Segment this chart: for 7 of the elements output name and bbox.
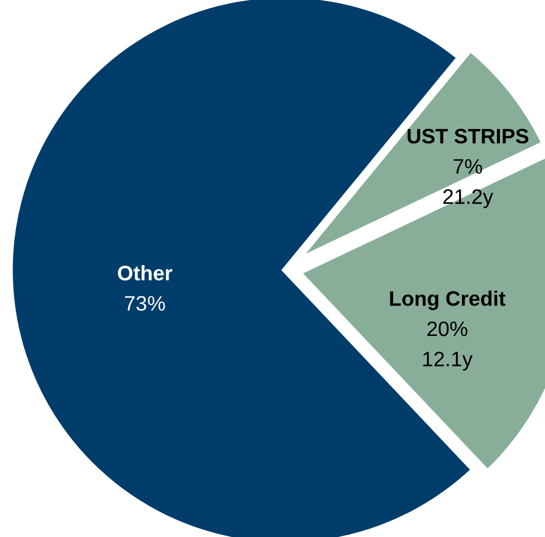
data-label: 20%: [427, 321, 468, 336]
slice-label: UST STRIPS: [408, 128, 528, 144]
text: 12.1y: [423, 352, 473, 371]
slice-label: Other: [118, 265, 172, 280]
slice-label: Long Credit: [390, 290, 506, 310]
data-label: 73%: [125, 296, 165, 311]
data-label: 7%: [454, 159, 482, 174]
